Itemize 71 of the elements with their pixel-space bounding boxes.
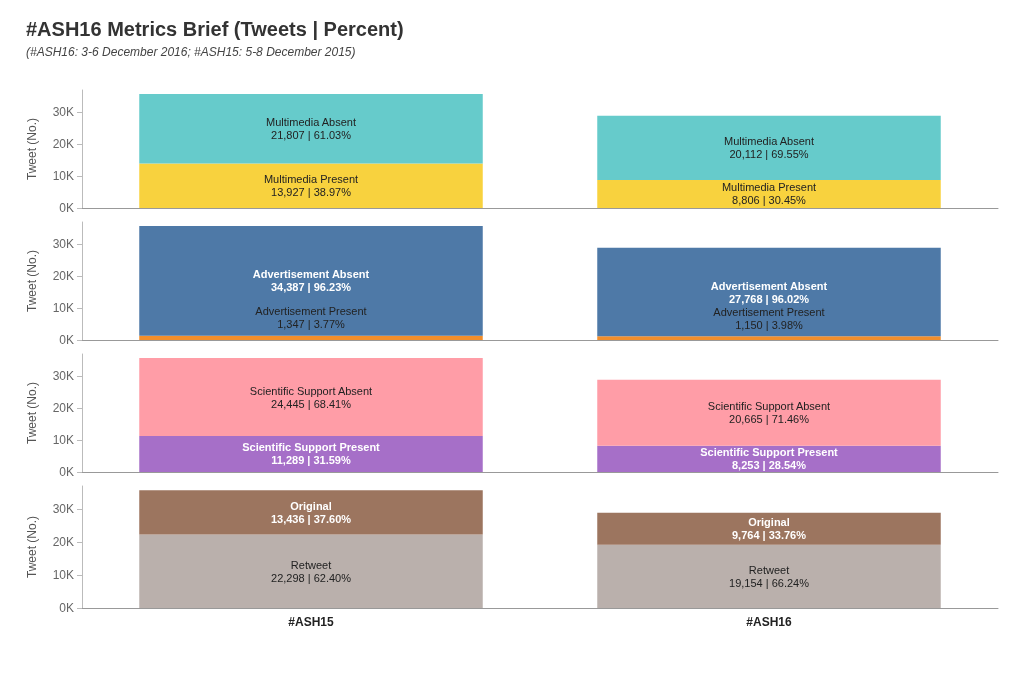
data-label: 34,387 | 96.23% — [270, 281, 352, 294]
bar — [597, 336, 941, 340]
y-tick-label: 20K — [52, 401, 74, 416]
data-label: 1,150 | 3.98% — [735, 318, 804, 331]
y-tick-label: 10K — [52, 433, 74, 448]
series-label: Scientific Support Present — [700, 446, 839, 459]
bar — [139, 335, 483, 340]
text: Scientific Support Present — [242, 441, 380, 454]
series-label: Original — [748, 516, 790, 529]
series-label: Multimedia Present — [721, 181, 817, 194]
data-label: 11,289 | 31.59% — [271, 454, 351, 467]
y-tick-label: 30K — [52, 369, 74, 384]
text: Retweet — [290, 558, 332, 571]
chart-subtitle: (#ASH16: 3-6 December 2016; #ASH15: 5-8 December 2015) — [26, 45, 357, 59]
y-axis-title: Tweet (No.) — [25, 117, 39, 181]
y-tick-label: 0K — [59, 465, 74, 479]
y-tick-label: 0K — [59, 601, 74, 615]
bar — [139, 490, 483, 535]
y-axis-title: Tweet (No.) — [25, 381, 39, 445]
text: Multimedia Absent — [266, 116, 356, 129]
data-label: 1,347 | 3.77% — [277, 318, 346, 331]
series-label: Scientific Support Absent — [707, 400, 831, 413]
y-tick-label: 30K — [52, 105, 74, 120]
series-label: Multimedia Absent — [724, 135, 814, 148]
data-label: 20,112 | 69.55% — [729, 148, 809, 161]
text: Original — [290, 499, 332, 512]
bar — [139, 534, 483, 608]
data-label: 21,807 | 61.03% — [271, 129, 352, 142]
x-tick-label: #ASH16 — [746, 615, 792, 629]
data-label: 22,298 | 62.40% — [271, 571, 352, 584]
y-tick-label: 0K — [59, 201, 74, 215]
series-label: Advertisement Absent — [710, 279, 828, 292]
bar — [597, 179, 941, 208]
y-axis-title: Tweet (No.) — [25, 515, 39, 579]
data-label: 8,806 | 30.45% — [732, 194, 807, 207]
text: Advertisement Absent — [252, 268, 370, 281]
data-label: 13,927 | 38.97% — [271, 186, 352, 199]
data-label: 20,665 | 71.46% — [729, 413, 810, 426]
text: Scientific Support Absent — [249, 384, 373, 397]
bar — [597, 379, 941, 446]
data-label: 24,445 | 68.41% — [271, 397, 352, 410]
text: Advertisement Present — [713, 305, 825, 318]
bar — [597, 512, 941, 545]
y-axis-title: Tweet (No.) — [25, 249, 39, 313]
y-tick-label: 20K — [52, 137, 74, 152]
series-label: Retweet — [748, 563, 790, 576]
bar — [139, 436, 483, 472]
text: Multimedia Present — [263, 173, 359, 186]
data-label: 13,436 | 37.60% — [270, 512, 352, 525]
data-label: 8,253 | 28.54% — [731, 459, 807, 472]
data-label: 27,768 | 96.02% — [728, 292, 810, 305]
bar — [139, 358, 483, 436]
y-tick-label: 30K — [52, 502, 74, 517]
y-tick-label: 0K — [59, 333, 74, 347]
bar — [139, 94, 483, 164]
bar — [139, 163, 483, 208]
chart-title: #ASH16 Metrics Brief (Tweets | Percent) — [26, 18, 405, 41]
y-tick-label: 20K — [52, 535, 74, 550]
y-tick-label: 30K — [52, 237, 74, 252]
bar — [597, 247, 941, 337]
y-tick-label: 20K — [52, 269, 74, 284]
x-tick-label: #ASH15 — [288, 615, 334, 629]
y-tick-label: 10K — [52, 169, 74, 184]
bar — [597, 544, 941, 608]
series-label: Advertisement Present — [255, 305, 367, 318]
bar — [139, 226, 483, 336]
data-label: 19,154 | 66.24% — [729, 576, 810, 589]
bar — [597, 115, 941, 180]
data-label: 9,764 | 33.76% — [731, 529, 807, 542]
y-tick-label: 10K — [52, 301, 74, 316]
y-tick-label: 10K — [52, 568, 74, 583]
